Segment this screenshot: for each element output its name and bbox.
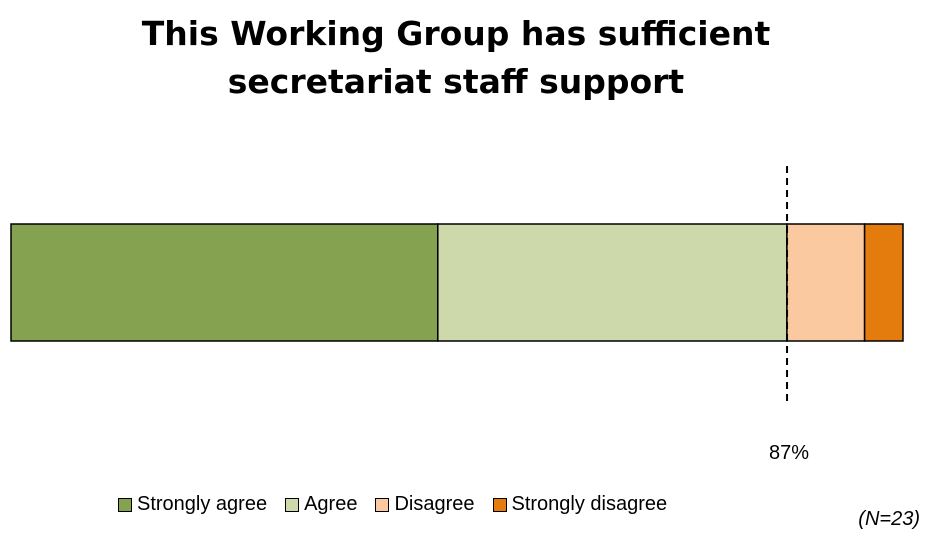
legend-label: Strongly disagree (511, 493, 668, 515)
bar-segment-disagree (786, 223, 866, 342)
bar-segment-strongly-disagree (863, 223, 904, 342)
chart-legend: Strongly agree Agree Disagree Strongly disa… (118, 493, 685, 516)
chart-title: This Working Group has sufficient secret… (141, 14, 771, 101)
legend-swatch (285, 497, 300, 512)
legend-swatch (492, 497, 507, 512)
bar-segment-agree (437, 223, 788, 342)
legend-label: Strongly agree (137, 493, 268, 515)
reference-line-label: 87% (769, 442, 809, 464)
legend-label: Disagree (394, 493, 475, 515)
bar-segment-strongly-agree (10, 223, 439, 342)
legend-item: Agree (285, 493, 357, 516)
legend-swatch (375, 497, 390, 512)
sample-size-note: (N=23) (858, 508, 920, 530)
legend-item: Disagree (375, 493, 475, 516)
legend-label: Agree (304, 493, 358, 515)
legend-item: Strongly disagree (492, 493, 668, 516)
legend-item: Strongly agree (118, 493, 267, 516)
legend-swatch (118, 497, 132, 512)
